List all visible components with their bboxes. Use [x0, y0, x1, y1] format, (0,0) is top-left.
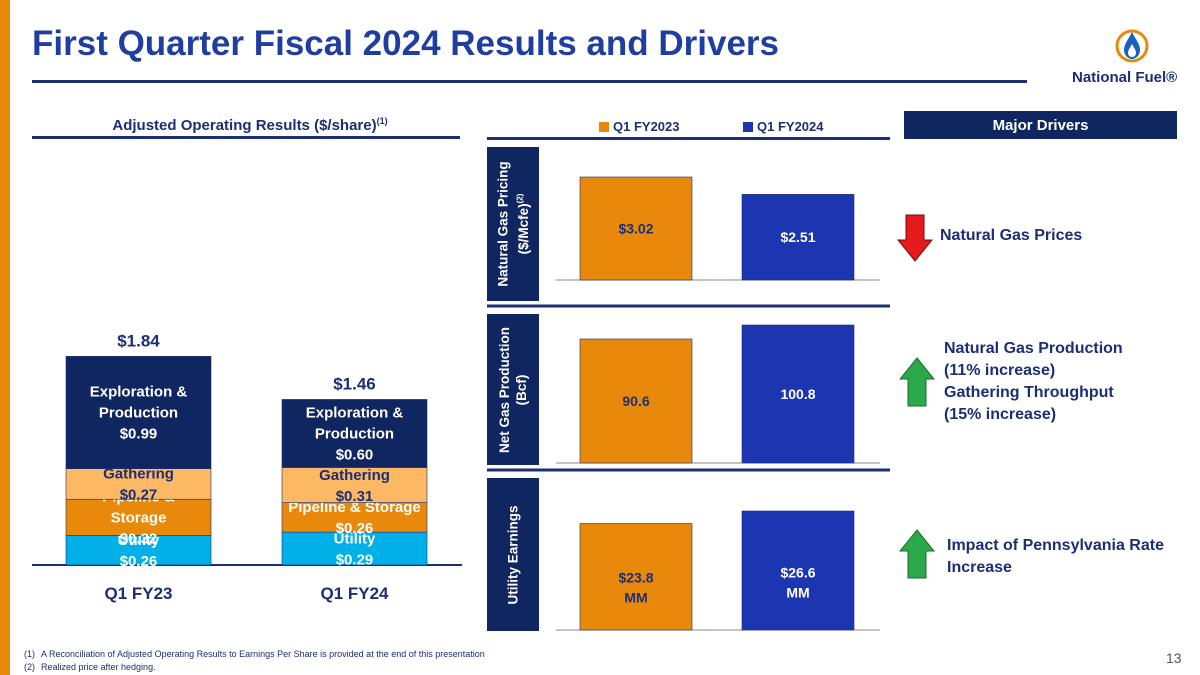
bar-segment-label: $0.26 — [120, 553, 158, 570]
bar — [741, 324, 855, 464]
driver-line: (15% increase) — [944, 406, 1057, 423]
footnote-text: Realized price after hedging. — [41, 662, 156, 672]
bar-segment-label: Gathering — [319, 467, 390, 484]
bar-segment — [65, 356, 212, 469]
bar-total-label: $1.84 — [117, 331, 160, 350]
x-tick-label: Q1 FY23 — [104, 584, 172, 603]
utility-side-label: Utility Earnings — [487, 478, 539, 631]
page-title: First Quarter Fiscal 2024 Results and Dr… — [32, 24, 779, 63]
pricing-side-label: Natural Gas Pricing ($/Mcfe)(2) — [487, 147, 539, 301]
bar-value-label: MM — [786, 584, 809, 600]
driver-line: Natural Gas Prices — [940, 227, 1083, 244]
bar-segment-label: $0.26 — [336, 520, 374, 537]
footnote-1: (1) A Reconciliation of Adjusted Operatin… — [24, 648, 485, 661]
bar-segment-label: Gathering — [103, 466, 174, 483]
bar-segment-label: Production — [315, 426, 394, 443]
legend-label-fy2024: Q1 FY2024 — [757, 119, 824, 134]
bar-segment — [65, 535, 212, 566]
page-number: 13 — [1166, 650, 1182, 666]
bar — [579, 176, 693, 281]
driver-line: (11% increase) — [944, 362, 1056, 379]
legend-swatch-fy2024 — [743, 121, 753, 132]
footnote-text: A Reconciliation of Adjusted Operating R… — [41, 649, 485, 659]
bar-segment-label: Exploration & — [90, 384, 188, 401]
mini-bar-charts: $3.02 $2.51 90.6 100.8 $23.8 MM $26.6 MM — [556, 176, 880, 631]
driver-prices: Natural Gas Prices — [940, 225, 1082, 247]
x-tick-label: Q1 FY24 — [320, 584, 389, 603]
bar-segment-label: Utility — [118, 532, 160, 549]
bar-segment — [281, 467, 428, 503]
stacked-bar-chart: Utility$0.26Pipeline &Storage$0.32Gather… — [32, 331, 462, 603]
driver-line: Natural Gas Production — [944, 340, 1123, 357]
bar-value-label: MM — [624, 589, 647, 605]
production-side-label: Net Gas Production (Bcf) — [487, 314, 539, 465]
bar-segment — [65, 468, 212, 500]
left-chart-title-sup: (1) — [376, 116, 388, 126]
driver-production: Natural Gas Production (11% increase) Ga… — [944, 338, 1123, 426]
arrow-up-icon — [899, 529, 935, 579]
bar-segment-label: $0.29 — [336, 551, 374, 568]
left-chart-title-text: Adjusted Operating Results ($/share) — [112, 117, 377, 134]
bar — [741, 194, 855, 281]
bar-value-label: $3.02 — [618, 220, 653, 236]
bar-segment-label: $0.60 — [336, 447, 374, 464]
left-chart-title-divider — [32, 136, 460, 139]
bar-segment-label: Utility — [334, 530, 376, 547]
bar-value-label: $26.6 — [780, 564, 815, 580]
legend-item-fy2023: Q1 FY2023 — [599, 119, 680, 134]
bar-segment-label: $0.27 — [120, 487, 158, 504]
bar-segment-label: $0.32 — [120, 531, 158, 548]
driver-line: Impact of Pennsylvania Rate — [947, 537, 1164, 554]
national-fuel-logo — [1115, 29, 1149, 63]
bar-segment-label: $0.31 — [336, 488, 374, 505]
bar-segment-label: $0.99 — [120, 426, 158, 443]
major-drivers-header: Major Drivers — [904, 111, 1177, 139]
driver-line: Increase — [947, 559, 1012, 576]
footnote-num: (2) — [24, 662, 35, 672]
arrow-down-icon — [897, 214, 933, 262]
legend-swatch-fy2023 — [599, 121, 609, 132]
footnote-num: (1) — [24, 649, 35, 659]
bar-segment-label: Exploration & — [306, 405, 404, 422]
bar — [741, 510, 855, 631]
bar-segment-label: Pipeline & Storage — [288, 499, 421, 516]
bar — [579, 338, 693, 464]
major-drivers-label: Major Drivers — [992, 116, 1089, 134]
middle-divider — [487, 137, 890, 140]
bar-segment — [281, 502, 428, 533]
bar — [579, 523, 693, 631]
bar-value-label: 90.6 — [622, 393, 649, 409]
legend-item-fy2024: Q1 FY2024 — [743, 119, 824, 134]
footnote-2: (2) Realized price after hedging. — [24, 661, 485, 674]
title-divider — [32, 80, 1027, 83]
legend-label-fy2023: Q1 FY2023 — [613, 119, 680, 134]
bar-segment — [281, 399, 428, 468]
bar-total-label: $1.46 — [333, 374, 376, 393]
logo-text: National Fuel® — [1072, 69, 1178, 86]
driver-utility: Impact of Pennsylvania Rate Increase — [947, 535, 1164, 579]
accent-bar — [0, 0, 10, 675]
footnotes: (1) A Reconciliation of Adjusted Operatin… — [24, 648, 485, 674]
bar-value-label: $23.8 — [618, 569, 653, 585]
driver-line: Gathering Throughput — [944, 384, 1114, 401]
flame-inner-icon — [1128, 44, 1136, 57]
bar-segment-label: Storage — [111, 510, 167, 527]
bar-segment-label: Production — [99, 405, 178, 422]
bar-value-label: $2.51 — [780, 229, 815, 245]
bar-segment — [65, 498, 212, 536]
arrow-up-icon — [899, 357, 935, 407]
left-chart-title: Adjusted Operating Results ($/share)(1) — [40, 116, 460, 134]
bar-value-label: 100.8 — [780, 386, 815, 402]
logo-ring-icon — [1115, 29, 1149, 63]
